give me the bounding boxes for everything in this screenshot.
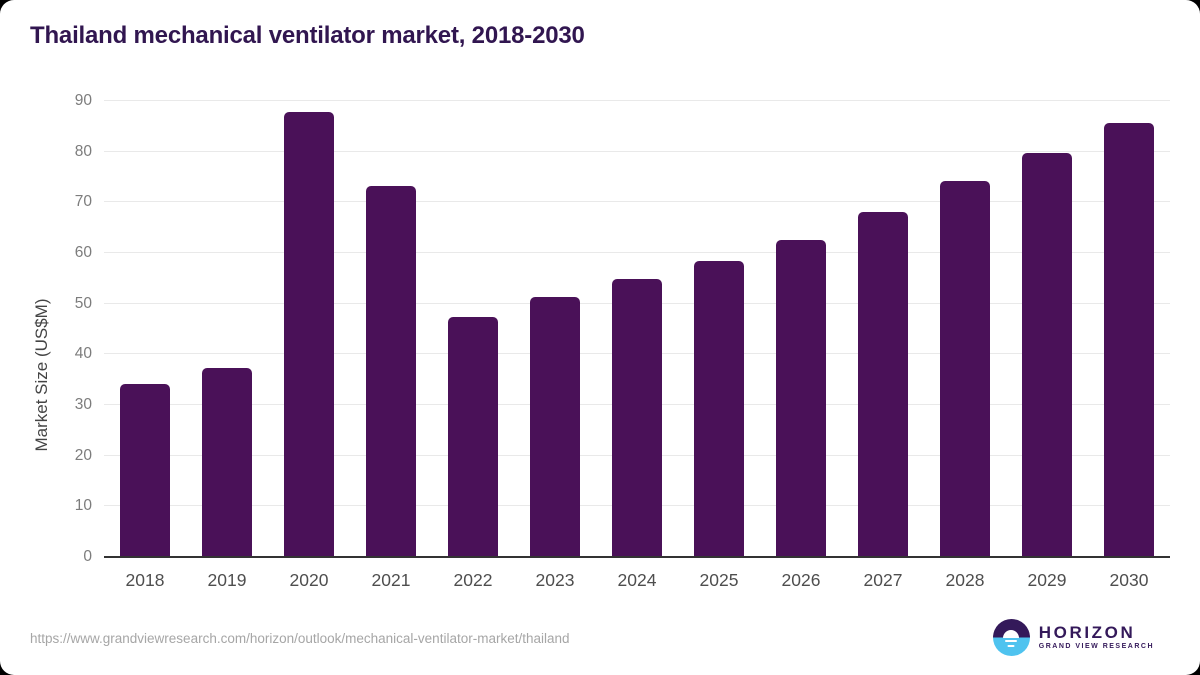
x-tick-label-2020: 2020 [289, 570, 329, 590]
logo-subtitle-text: GRAND VIEW RESEARCH [1038, 643, 1154, 650]
y-tick-label-10: 10 [74, 497, 92, 515]
x-axis-line [104, 556, 1170, 558]
logo-text: HORIZON GRAND VIEW RESEARCH [1039, 624, 1154, 651]
bar-2028 [940, 180, 990, 557]
bar-series [104, 101, 1170, 557]
bar-2024 [612, 278, 662, 557]
bar-2026 [776, 239, 826, 557]
bar-band-2027 [842, 101, 924, 557]
plot-area [104, 100, 1170, 558]
bar-2021 [366, 185, 416, 557]
x-tick-label-2022: 2022 [453, 570, 493, 590]
bar-band-2026 [760, 101, 842, 557]
gridline-80 [104, 150, 1170, 152]
bar-2027 [858, 211, 908, 557]
source-url: https://www.grandviewresearch.com/horizo… [30, 631, 570, 646]
bar-2030 [1104, 123, 1154, 557]
y-tick-label-70: 70 [74, 193, 92, 211]
y-tick-label-60: 60 [74, 244, 92, 262]
x-tick-label-2028: 2028 [945, 570, 985, 590]
gridline-60 [104, 252, 1170, 254]
chart-title: Thailand mechanical ventilator market, 2… [30, 22, 585, 49]
bar-band-2030 [1088, 101, 1170, 557]
x-tick-label-2018: 2018 [125, 570, 165, 590]
x-axis-tick-labels: 2018 2019 2020 2021 2022 2023 2024 2025 2026 2027… [104, 570, 1170, 591]
sun-reflection-line [1007, 644, 1015, 647]
horizon-logo: HORIZON GRAND VIEW RESEARCH [992, 619, 1154, 656]
x-tick-label-2023: 2023 [535, 570, 575, 590]
sun-icon [1003, 629, 1020, 638]
bar-band-2019 [186, 101, 268, 557]
bar-band-2022 [432, 101, 514, 557]
bar-2023 [530, 297, 580, 557]
bar-2018 [120, 383, 170, 557]
x-tick-label-2024: 2024 [617, 570, 657, 590]
x-tick-label-2025: 2025 [699, 570, 739, 590]
bar-band-2028 [924, 101, 1006, 557]
y-tick-label-20: 20 [74, 446, 92, 464]
x-tick-label-2027: 2027 [863, 570, 903, 590]
x-tick-label-2026: 2026 [781, 570, 821, 590]
logo-brand-text: HORIZON [1038, 623, 1136, 642]
bar-band-2025 [678, 101, 760, 557]
bar-2022 [448, 317, 498, 557]
y-tick-label-50: 50 [74, 294, 92, 312]
y-tick-label-80: 80 [74, 142, 92, 160]
bar-band-2021 [350, 101, 432, 557]
gridline-90 [104, 100, 1170, 101]
bar-band-2018 [104, 101, 186, 557]
bar-band-2024 [596, 101, 678, 557]
bar-2019 [202, 367, 252, 557]
y-tick-label-90: 90 [74, 92, 92, 109]
y-tick-label-40: 40 [74, 345, 92, 363]
x-tick-label-2019: 2019 [207, 570, 247, 590]
y-tick-label-30: 30 [74, 396, 92, 414]
y-axis-tick-labels: 0 10 20 30 40 50 60 70 80 90 [22, 92, 92, 565]
horizon-logo-icon [992, 619, 1030, 656]
x-tick-label-2029: 2029 [1027, 570, 1067, 590]
gridline-70 [104, 201, 1170, 203]
bar-band-2029 [1006, 101, 1088, 557]
x-tick-label-2030: 2030 [1109, 570, 1149, 590]
bar-2025 [694, 261, 744, 557]
bar-2029 [1022, 153, 1072, 557]
sun-reflection-line [1005, 640, 1018, 642]
bar-2020 [284, 111, 334, 557]
bar-band-2020 [268, 101, 350, 557]
bar-band-2023 [514, 101, 596, 557]
x-tick-label-2021: 2021 [371, 570, 411, 590]
y-tick-label-0: 0 [83, 548, 92, 565]
